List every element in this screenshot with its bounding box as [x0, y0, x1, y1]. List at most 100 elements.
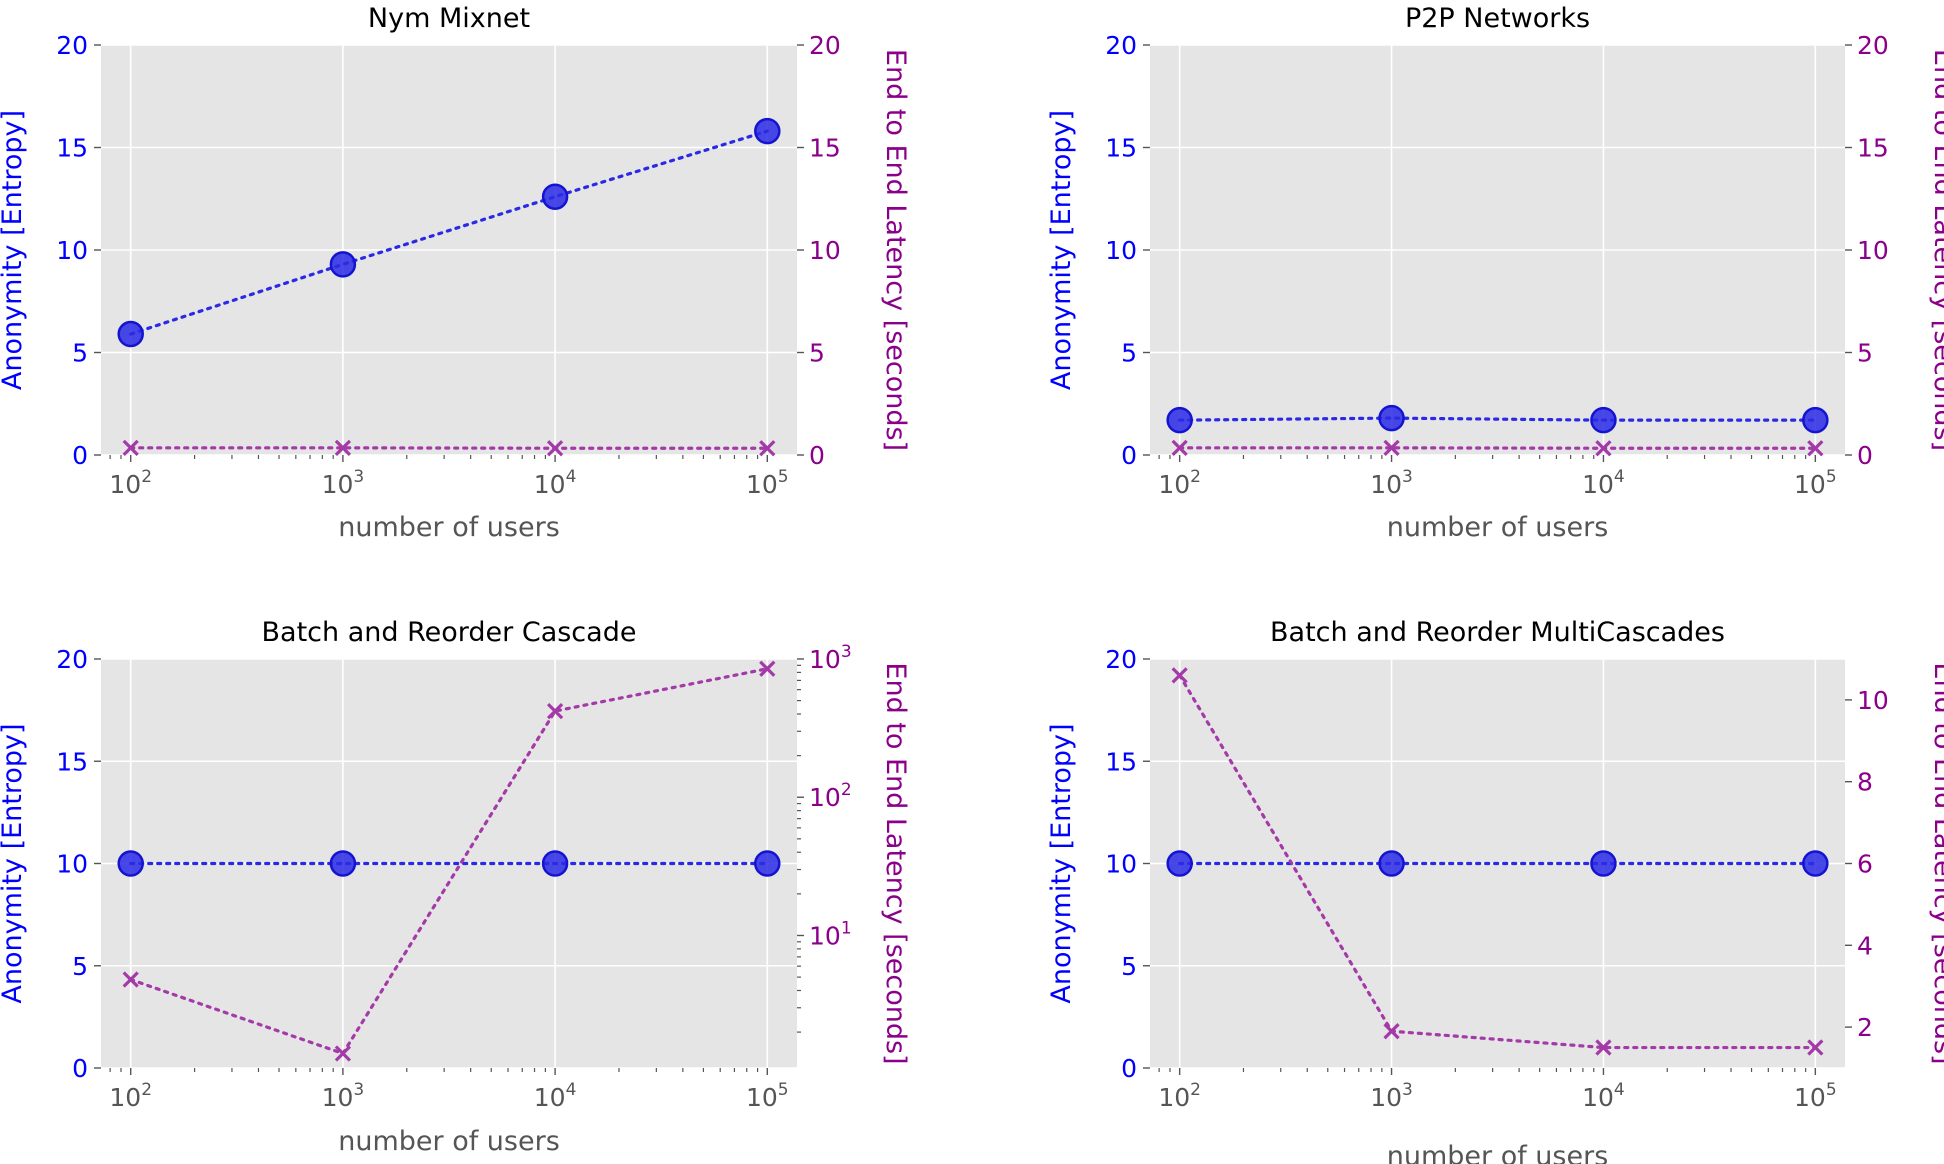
latency-point — [122, 971, 139, 988]
y-left-tick-label: 5 — [1121, 952, 1137, 981]
y-left-tick-label: 10 — [1105, 236, 1137, 265]
latency-point-stroke — [122, 971, 139, 988]
latency-point — [334, 1045, 352, 1062]
y-right-axis-label: End to End Latency [seconds] — [1928, 662, 1944, 1064]
x-tick-label: 103 — [1370, 467, 1413, 499]
latency-point — [1383, 1023, 1400, 1040]
y-right-tick-label: 20 — [809, 31, 841, 60]
latency-point — [546, 440, 564, 457]
y-left-axis-label: Anonymity [Entropy] — [1046, 723, 1077, 1003]
latency-point — [1383, 439, 1400, 456]
y-right-axis-label: End to End Latency [seconds] — [880, 662, 911, 1064]
latency-line — [129, 667, 769, 1056]
latency-point — [1595, 440, 1612, 457]
entropy-point — [1166, 850, 1193, 877]
latency-point-stroke — [1595, 1039, 1612, 1056]
x-tick-label: 104 — [1582, 467, 1625, 499]
entropy-point — [754, 850, 781, 877]
y-left-axis-label: Anonymity [Entropy] — [1046, 110, 1077, 390]
entropy-line — [1178, 416, 1817, 422]
y-right-tick-label: 8 — [1857, 768, 1873, 797]
entropy-line — [129, 129, 769, 336]
entropy-point — [541, 183, 569, 210]
entropy-point — [1590, 406, 1617, 434]
latency-point — [122, 439, 139, 456]
y-left-tick-label: 15 — [1105, 134, 1137, 163]
chart-panel-1: 102 103 104 105 0 5 10 15 20 0 5 10 15 20 Nym Mixnet nu… — [0, 3, 911, 543]
x-tick-label: 105 — [746, 467, 789, 499]
chart-title: Batch and Reorder Cascade — [262, 617, 637, 648]
y-right-axis-label: End to End Latency [seconds] — [1928, 49, 1944, 451]
latency-point-stroke — [122, 439, 139, 456]
entropy-point — [117, 850, 144, 877]
y-left-tick-label: 0 — [1121, 1054, 1137, 1083]
y-left-tick-label: 5 — [72, 952, 88, 981]
y-right-tick-label: 5 — [809, 339, 825, 368]
y-right-tick-label: 0 — [1857, 441, 1873, 470]
y-right-tick-label: 10 — [1857, 686, 1889, 715]
latency-point-stroke — [334, 1045, 352, 1062]
y-right-tick-label: 4 — [1857, 931, 1873, 960]
latency-point-stroke — [546, 702, 564, 720]
y-left-tick-label: 15 — [1105, 747, 1137, 776]
entropy-point — [1166, 406, 1193, 434]
entropy-point — [541, 850, 569, 877]
latency-point — [759, 660, 776, 677]
latency-point-stroke — [759, 440, 776, 457]
x-tick-label: 102 — [109, 467, 152, 499]
x-tick-label: 104 — [1582, 1080, 1625, 1112]
entropy-point — [1590, 850, 1617, 877]
entropy-point — [1802, 850, 1829, 877]
entropy-point — [329, 251, 357, 278]
y-left-tick-label: 0 — [72, 1054, 88, 1083]
y-right-tick-label: 15 — [809, 134, 841, 163]
x-tick-label: 103 — [322, 467, 365, 499]
y-right-tick-label: 101 — [809, 918, 852, 950]
chart-title: Batch and Reorder MultiCascades — [1270, 617, 1725, 648]
latency-point-stroke — [1383, 1023, 1400, 1040]
chart-title: Nym Mixnet — [368, 3, 530, 34]
chart-title: P2P Networks — [1405, 3, 1590, 34]
entropy-point — [1802, 406, 1829, 434]
y-left-tick-label: 20 — [56, 31, 88, 60]
latency-point-stroke — [1807, 440, 1824, 457]
y-right-axis-label: End to End Latency [seconds] — [880, 49, 911, 451]
latency-point — [546, 702, 564, 720]
y-right-tick-label: 10 — [809, 236, 841, 265]
x-tick-label: 103 — [1370, 1080, 1413, 1112]
y-left-tick-label: 5 — [1121, 339, 1137, 368]
x-axis-label: number of users — [338, 512, 560, 543]
latency-point — [1807, 440, 1824, 457]
chart-panel-2: 102 103 104 105 0 5 10 15 20 0 5 10 15 20 P2P Networks… — [1046, 3, 1944, 543]
x-axis-label: number of users — [1387, 512, 1609, 543]
x-tick-label: 103 — [322, 1080, 365, 1112]
y-right-tick-label: 2 — [1857, 1013, 1873, 1042]
y-left-tick-label: 15 — [56, 747, 88, 776]
y-right-tick-label: 20 — [1857, 31, 1889, 60]
latency-point — [1807, 1039, 1824, 1056]
latency-line — [1178, 673, 1817, 1050]
entropy-point — [329, 850, 357, 877]
latency-point — [759, 440, 776, 457]
y-right-tick-label: 6 — [1857, 850, 1873, 879]
x-tick-label: 102 — [1158, 467, 1201, 499]
latency-point — [334, 439, 352, 456]
x-tick-label: 105 — [746, 1080, 789, 1112]
latency-point-stroke — [546, 440, 564, 457]
chart-panel-3: 102 103 104 105 0 5 10 15 20 101 102 103 Batch and R… — [0, 617, 911, 1157]
x-tick-label: 104 — [534, 467, 577, 499]
chart-panel-4: 102 103 104 105 0 5 10 15 20 2 4 6 8 10 Batch and Reor… — [1046, 617, 1944, 1164]
y-left-tick-label: 20 — [1105, 645, 1137, 674]
y-right-tick-label: 0 — [809, 441, 825, 470]
y-left-tick-label: 20 — [1105, 31, 1137, 60]
y-left-tick-label: 20 — [56, 645, 88, 674]
entropy-point — [1378, 850, 1405, 877]
x-tick-label: 102 — [109, 1080, 152, 1112]
entropy-point — [1378, 404, 1405, 432]
y-left-tick-label: 5 — [72, 339, 88, 368]
y-left-tick-label: 15 — [56, 134, 88, 163]
latency-point-stroke — [334, 439, 352, 456]
entropy-point — [117, 320, 144, 348]
latency-point — [1171, 667, 1188, 684]
